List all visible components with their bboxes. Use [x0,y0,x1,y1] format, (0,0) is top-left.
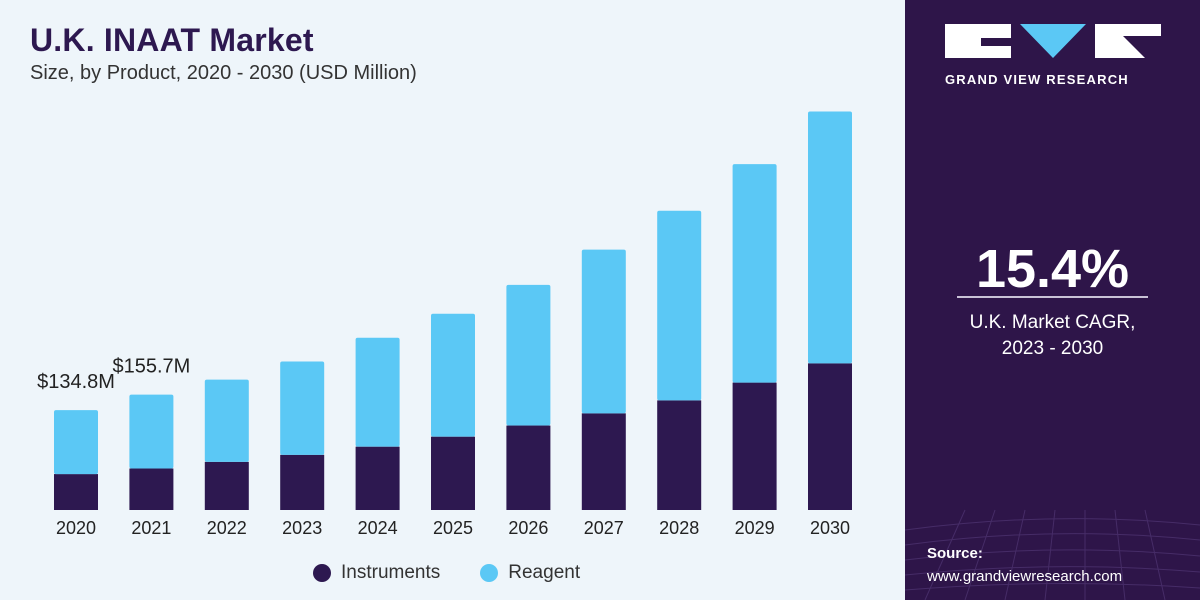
gvr-logo-icon [945,24,1161,58]
bar-instruments-2026 [506,425,551,510]
bar-reagent-2022 [204,379,249,462]
bar-reagent-2030 [808,111,852,364]
legend-label-instruments: Instruments [341,562,441,583]
x-tick-label: 2020 [56,518,96,538]
source-label: Source: [927,545,983,562]
source-link[interactable]: www.grandviewresearch.com [927,568,1123,585]
x-tick-label: 2023 [282,518,322,538]
x-tick-label: 2021 [131,518,171,538]
bar-instruments-2023 [280,454,325,510]
data-label-2020: $134.8M [37,371,115,393]
legend-swatch-instruments [313,564,331,582]
legend-item-instruments: Instruments [313,562,440,584]
bar-instruments-2025 [431,436,475,510]
bar-instruments-2030 [808,363,852,510]
bar-reagent-2027 [581,249,626,414]
side-panel: GRAND VIEW RESEARCH 15.4% U.K. Market CA… [905,0,1200,600]
data-label-2021: $155.7M [112,356,190,378]
legend-label-reagent: Reagent [508,562,581,583]
x-tick-label: 2024 [358,518,398,538]
bar-chart: 2020 2021 2022 2023 2024 2025 2026 2027 2028 2029… [37,111,852,538]
bar-reagent-2020 [54,410,98,475]
bar-instruments-2022 [204,461,249,510]
legend-item-reagent: Reagent [480,562,580,584]
bar-reagent-2025 [431,313,475,437]
cagr-label: U.K. Market CAGR, 2023 - 2030 [905,310,1200,362]
chart-area: 2020 2021 2022 2023 2024 2025 2026 2027 2028 2029… [30,22,852,584]
x-tick-label: 2027 [584,518,624,538]
bar-reagent-2021 [129,394,174,469]
bar-reagent-2026 [506,284,551,426]
chart-title: U.K. INAAT Market [30,22,314,58]
bar-instruments-2027 [581,413,626,510]
bar-reagent-2024 [355,337,400,447]
x-tick-label: 2025 [433,518,473,538]
cagr-value: 15.4% [975,239,1130,299]
cagr-divider [957,296,1148,298]
logo-text: GRAND VIEW RESEARCH [945,72,1129,87]
legend-swatch-reagent [480,564,499,582]
bar-reagent-2023 [280,361,325,455]
chart-subtitle: Size, by Product, 2020 - 2030 (USD Milli… [30,62,417,84]
bar-instruments-2028 [657,400,702,510]
x-tick-label: 2030 [810,518,850,538]
bar-instruments-2020 [54,474,98,510]
x-tick-label: 2022 [207,518,247,538]
cagr-label-line1: U.K. Market CAGR, [969,312,1136,333]
bar-instruments-2021 [129,468,174,510]
legend: Instruments Reagent [313,562,620,584]
bar-reagent-2028 [657,210,702,401]
cagr-label-line2: 2023 - 2030 [1001,338,1104,359]
x-tick-label: 2028 [659,518,699,538]
grid-background-graphic [905,509,1200,600]
bar-reagent-2029 [732,164,777,383]
x-tick-label: 2026 [508,518,548,538]
x-tick-label: 2029 [735,518,775,538]
bar-instruments-2029 [732,382,777,510]
bar-instruments-2024 [355,446,400,510]
